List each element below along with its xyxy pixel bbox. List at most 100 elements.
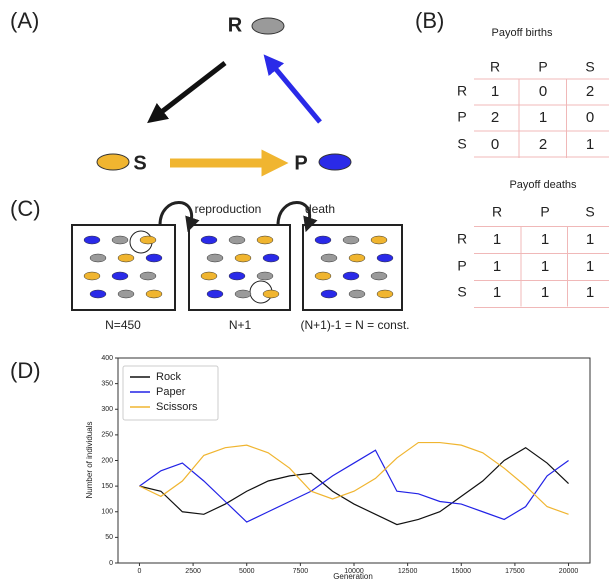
row-header: P — [457, 109, 466, 125]
arrow — [147, 61, 227, 124]
individual — [228, 235, 246, 245]
x-tick-label: 15000 — [452, 568, 472, 575]
x-tick-label: 10000 — [344, 568, 364, 575]
y-tick-label: 300 — [101, 406, 113, 413]
y-tick-label: 150 — [101, 483, 113, 490]
individual — [376, 289, 394, 299]
cell: 1 — [586, 231, 594, 248]
individual — [320, 289, 338, 299]
individual — [200, 235, 218, 245]
row-header: P — [457, 258, 466, 274]
column-header: S — [585, 59, 594, 75]
cell: 1 — [586, 284, 594, 301]
step-label: reproduction — [195, 202, 262, 216]
individual — [111, 235, 129, 245]
individual — [83, 271, 101, 281]
individual — [262, 289, 280, 299]
individual — [370, 235, 388, 245]
cell: 1 — [493, 231, 501, 248]
cell: 0 — [491, 136, 499, 153]
x-tick-label: 2500 — [185, 568, 201, 575]
column-header: P — [540, 204, 549, 220]
individual — [320, 253, 338, 263]
individual — [145, 253, 163, 263]
individual — [342, 235, 360, 245]
scissors-icon — [96, 153, 130, 171]
cell: 1 — [493, 258, 501, 275]
y-tick-label: 250 — [101, 432, 113, 439]
row-header: R — [457, 83, 467, 99]
y-axis-label: Number of individuals — [85, 422, 94, 499]
cell: 2 — [491, 109, 499, 126]
cell: 1 — [491, 83, 499, 100]
individual — [314, 235, 332, 245]
y-tick-label: 400 — [101, 355, 113, 362]
legend-label: Paper — [156, 386, 186, 398]
individual — [234, 253, 252, 263]
caption: N=450 — [105, 318, 141, 332]
individual — [256, 271, 274, 281]
individual — [83, 235, 101, 245]
cell: 1 — [493, 284, 501, 301]
individual — [342, 271, 360, 281]
row-header: S — [457, 136, 466, 152]
legend-label: Scissors — [156, 401, 198, 413]
individual — [206, 253, 224, 263]
cell: 1 — [586, 136, 594, 153]
panel-label: (C) — [10, 196, 41, 221]
column-header: R — [490, 59, 500, 75]
y-tick-label: 50 — [105, 534, 113, 541]
individual — [117, 289, 135, 299]
x-axis-label: Generation — [333, 572, 373, 581]
caption: N+1 — [229, 318, 252, 332]
cell: 0 — [539, 83, 547, 100]
individuals — [83, 235, 394, 299]
individual — [89, 289, 107, 299]
series-line — [139, 449, 569, 523]
individual — [348, 289, 366, 299]
individual — [206, 289, 224, 299]
series-line — [139, 446, 569, 526]
table-title: Payoff births — [492, 27, 553, 39]
x-tick-label: 0 — [138, 568, 142, 575]
paper-icon — [318, 153, 352, 171]
individual — [376, 253, 394, 263]
individual — [111, 271, 129, 281]
individual — [256, 235, 274, 245]
panel-label: (B) — [415, 8, 444, 33]
column-header: R — [492, 204, 502, 220]
individual — [139, 235, 157, 245]
individual — [234, 289, 252, 299]
column-header: P — [538, 59, 547, 75]
cell: 1 — [586, 258, 594, 275]
cell: 0 — [586, 109, 594, 126]
individual — [314, 271, 332, 281]
individual — [145, 289, 163, 299]
x-tick-label: 7500 — [293, 568, 309, 575]
cell: 1 — [539, 109, 547, 126]
node-label: R — [228, 14, 243, 36]
x-tick-label: 5000 — [239, 568, 255, 575]
x-tick-label: 20000 — [559, 568, 579, 575]
individual — [117, 253, 135, 263]
x-tick-label: 12500 — [398, 568, 418, 575]
legend-label: Rock — [156, 371, 182, 383]
step-label: death — [305, 202, 335, 216]
table-title: Payoff deaths — [509, 179, 577, 191]
column-header: S — [585, 204, 594, 220]
cell: 1 — [541, 231, 549, 248]
row-header: S — [457, 284, 466, 300]
node-label: S — [133, 152, 146, 174]
series-line — [139, 441, 569, 515]
individual — [262, 253, 280, 263]
cell: 2 — [586, 83, 594, 100]
boxes — [71, 201, 403, 311]
individual — [348, 253, 366, 263]
individual — [89, 253, 107, 263]
x-tick-label: 17500 — [505, 568, 525, 575]
panel-label: (A) — [10, 8, 39, 33]
individual — [139, 271, 157, 281]
panel-label: (D) — [10, 358, 41, 383]
cell: 2 — [539, 136, 547, 153]
